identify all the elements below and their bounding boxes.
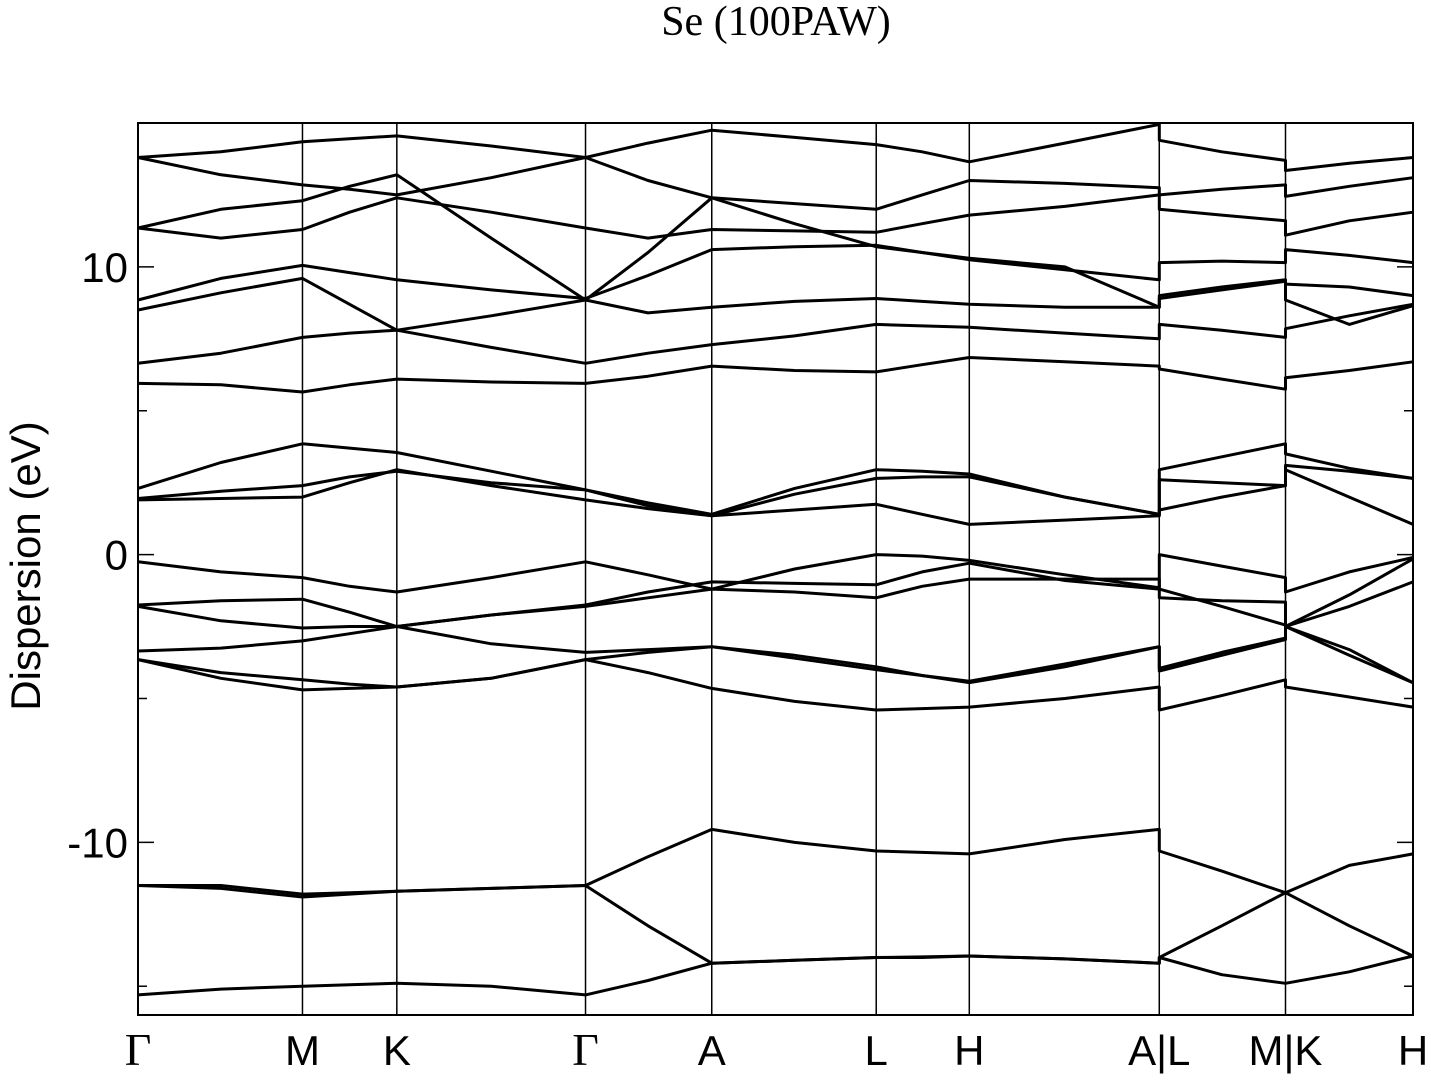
chart-title: Se (100PAW) (661, 0, 891, 45)
y-axis-label: Dispersion (eV) (2, 421, 49, 710)
x-tick-label: H (954, 1027, 984, 1074)
band-line (137, 122, 1414, 172)
band-line (137, 463, 1414, 518)
y-tick-label: 0 (105, 532, 128, 579)
band-line (137, 658, 1414, 712)
band-line (137, 557, 1414, 628)
band-line (137, 276, 1414, 332)
y-tick-label: 10 (81, 244, 128, 291)
x-tick-label: H (1398, 1027, 1428, 1074)
band-line (138, 827, 1414, 896)
x-tick-label: M|K (1249, 1027, 1323, 1074)
x-tick-label: Γ (572, 1024, 599, 1075)
band-line (137, 625, 1414, 685)
band-line (137, 156, 1414, 211)
band-line (137, 577, 1414, 630)
x-tick-label: M (285, 1027, 320, 1074)
band-line (137, 302, 1414, 365)
x-tick-label: L (865, 1027, 888, 1074)
band-line (137, 173, 1414, 309)
band-line (137, 193, 1414, 240)
band-line (137, 468, 1414, 526)
x-tick-label: A|L (1128, 1027, 1190, 1074)
band-line (137, 442, 1414, 516)
band-line (137, 625, 1414, 689)
band-line (137, 553, 1414, 594)
y-tick-label: -10 (67, 819, 128, 866)
band-line (137, 356, 1414, 394)
x-tick-label: Γ (125, 1024, 152, 1075)
x-tick-label: A (698, 1027, 726, 1074)
plot-frame (137, 122, 1414, 1016)
x-tick-label: K (383, 1027, 411, 1074)
